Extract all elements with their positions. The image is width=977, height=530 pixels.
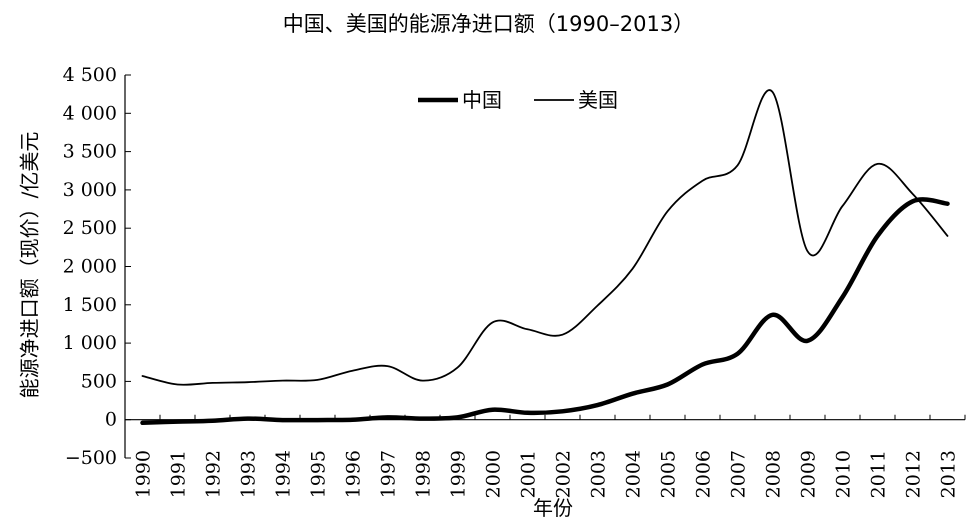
x-tick-label: 1995 (308, 450, 330, 498)
x-tick-label: 1994 (273, 450, 295, 498)
y-tick-label: 500 (81, 370, 117, 392)
y-tick-label: 2 500 (63, 217, 117, 239)
x-tick-label: 1991 (168, 450, 190, 498)
x-tick-label: 1996 (343, 450, 365, 498)
x-tick-label: 1993 (238, 450, 260, 498)
x-tick-label: 2010 (833, 450, 855, 498)
x-tick-label: 2011 (868, 450, 890, 498)
y-tick-label: −500 (65, 447, 117, 469)
chart-title: 中国、美国的能源净进口额（1990–2013） (282, 12, 695, 36)
y-tick-label: 3 000 (63, 179, 117, 201)
series-line-china (140, 197, 950, 426)
x-tick-label: 2002 (553, 450, 575, 498)
x-axis-title: 年份 (533, 496, 573, 520)
y-tick-label: 3 500 (63, 141, 117, 163)
y-tick-label: 0 (105, 409, 117, 431)
x-tick-label: 2005 (658, 450, 680, 498)
x-tick-label: 2013 (938, 450, 960, 498)
x-tick-label: 1997 (378, 450, 400, 498)
x-tick-label: 1992 (203, 450, 225, 498)
x-tick-label: 2009 (798, 450, 820, 498)
legend-label-usa: 美国 (578, 88, 618, 112)
x-tick-label: 2003 (588, 450, 610, 498)
series-line-usa (141, 89, 949, 386)
y-tick-label: 1 500 (63, 294, 117, 316)
x-tick-label: 2004 (623, 450, 645, 498)
x-tick-label: 1999 (448, 450, 470, 498)
legend-label-china: 中国 (462, 88, 502, 112)
x-tick-label: 2000 (483, 450, 505, 498)
y-tick-label: 4 500 (63, 64, 117, 86)
x-tick-label: 2007 (728, 450, 750, 498)
x-tick-label: 1990 (133, 450, 155, 498)
x-tick-label: 2001 (518, 450, 540, 498)
y-tick-label: 4 000 (63, 102, 117, 124)
x-tick-label: 2006 (693, 450, 715, 498)
x-tick-label: 2008 (763, 450, 785, 498)
y-tick-label: 2 000 (63, 256, 117, 278)
x-tick-label: 2012 (903, 450, 925, 498)
y-tick-label: 1 000 (63, 332, 117, 354)
x-tick-label: 1998 (413, 450, 435, 498)
